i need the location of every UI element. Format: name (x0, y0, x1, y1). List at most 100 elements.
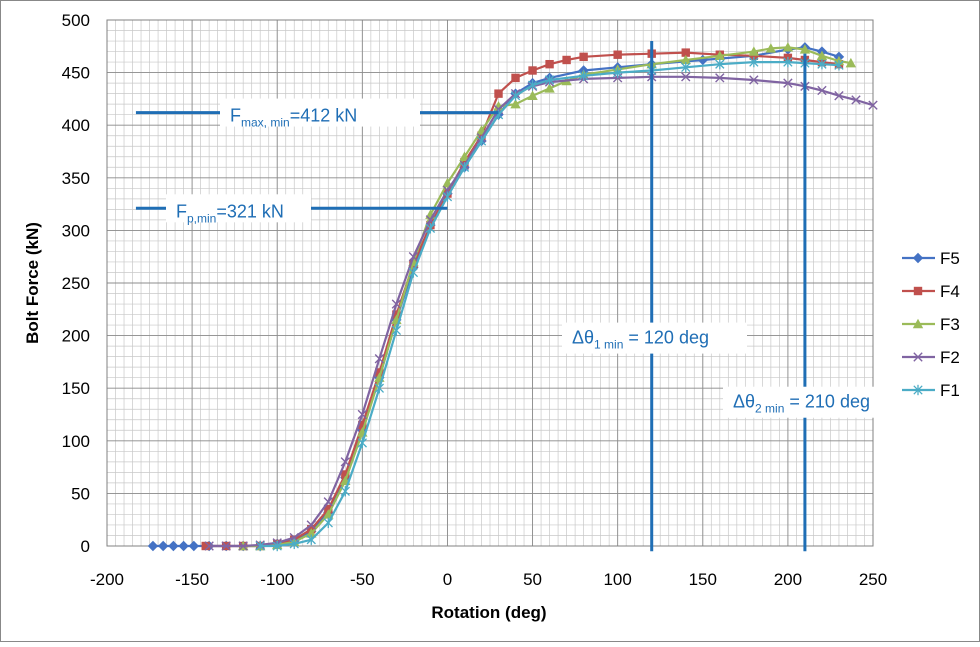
data-point (697, 54, 708, 66)
label-main: F (230, 106, 241, 126)
series-line (260, 61, 840, 548)
marker-stroke (425, 215, 436, 225)
marker-stroke (221, 541, 231, 551)
data-point (681, 62, 691, 73)
legend-label: F5 (940, 249, 960, 268)
data-point (476, 135, 487, 147)
data-point (749, 51, 759, 60)
marker-stroke (749, 75, 759, 85)
legend-item-f1: F1 (902, 381, 960, 400)
data-point (528, 66, 537, 75)
y-tick-label: 0 (81, 537, 90, 556)
legend-label: F3 (940, 315, 960, 334)
data-point (510, 98, 521, 109)
annotation-label: Δθ1 min = 120 deg (572, 328, 709, 352)
marker-stroke (783, 78, 793, 88)
data-point (579, 52, 588, 62)
data-point (562, 55, 571, 65)
data-point (851, 95, 861, 105)
series-group (147, 42, 878, 552)
data-point (613, 50, 622, 59)
label-background (220, 98, 420, 127)
annotation-label: Fp,min=321 kN (176, 201, 284, 225)
data-point (323, 517, 333, 529)
data-point (834, 60, 844, 71)
data-point (544, 74, 555, 86)
data-point (323, 497, 333, 507)
data-point (392, 310, 401, 319)
data-point (374, 383, 385, 394)
data-point (578, 70, 589, 81)
legend-item-f4: F4 (902, 282, 960, 301)
data-point (715, 58, 725, 70)
data-point (425, 223, 436, 234)
data-point (714, 50, 725, 60)
legend-label: F2 (940, 348, 960, 367)
y-tick-label: 400 (62, 116, 90, 135)
x-tick-label: 250 (859, 570, 887, 589)
legend-label: F1 (940, 381, 960, 400)
label-subscript: max, min (241, 116, 290, 130)
y-tick-label: 250 (62, 274, 90, 293)
data-point (178, 540, 189, 552)
data-point (681, 72, 691, 82)
marker-stroke (817, 85, 827, 96)
data-point (510, 90, 521, 101)
fp-line: Fp,min=321 kN (135, 194, 448, 225)
marker-stroke (834, 91, 844, 101)
data-point (783, 78, 793, 88)
label-value: =412 kN (290, 106, 358, 126)
data-point (147, 540, 159, 552)
marker-stroke (306, 520, 316, 530)
data-point (681, 48, 690, 57)
data-point (459, 151, 470, 161)
data-point (340, 457, 351, 467)
y-tick-label: 150 (62, 379, 90, 398)
legend: F5 F4 F3 F2 F1 (902, 249, 960, 400)
annotation-label: Fmax, min=412 kN (230, 106, 357, 130)
legend-swatch-marker (912, 318, 924, 329)
x-axis-label: Rotation (deg) (431, 603, 546, 622)
label-background (166, 194, 311, 223)
marker-stroke (357, 409, 368, 420)
data-point (374, 354, 385, 364)
x-tick-label: -200 (90, 570, 124, 589)
marker-stroke (851, 95, 861, 105)
marker-stroke (868, 100, 878, 110)
data-point (341, 470, 350, 479)
marker-stroke (340, 457, 351, 467)
marker-stroke (391, 299, 402, 309)
label-value: =321 kN (216, 201, 284, 221)
data-point (357, 409, 368, 420)
data-point (460, 157, 469, 167)
x-tick-label: 50 (523, 570, 542, 589)
data-point (408, 267, 419, 278)
data-point (749, 75, 759, 85)
x-tick-label: -100 (260, 570, 294, 589)
label-subscript: p,min (187, 211, 216, 225)
data-point (527, 90, 538, 100)
data-point (357, 437, 367, 449)
data-point (391, 299, 402, 309)
marker-stroke (681, 72, 691, 82)
data-point (715, 73, 725, 83)
data-point (255, 540, 265, 552)
data-point (783, 56, 793, 68)
legend-swatch-marker (912, 252, 924, 264)
legend-label: F4 (940, 282, 960, 301)
axes: -200 -150 -100 -50 0 50 100 150 200 250 0 50 100 150 2… (62, 11, 888, 589)
y-tick-label: 300 (62, 221, 90, 240)
label-background (562, 322, 747, 354)
y-tick-label: 500 (62, 11, 90, 30)
marker-stroke (204, 541, 214, 551)
data-point (799, 44, 811, 54)
marker-stroke (913, 352, 923, 362)
dtheta2-line: Δθ2 min = 210 deg (723, 53, 888, 552)
data-point (816, 50, 828, 60)
marker-stroke (238, 541, 248, 551)
label-subscript: 1 min (594, 338, 623, 352)
x-tick-label: 200 (774, 570, 802, 589)
data-point (340, 486, 350, 497)
